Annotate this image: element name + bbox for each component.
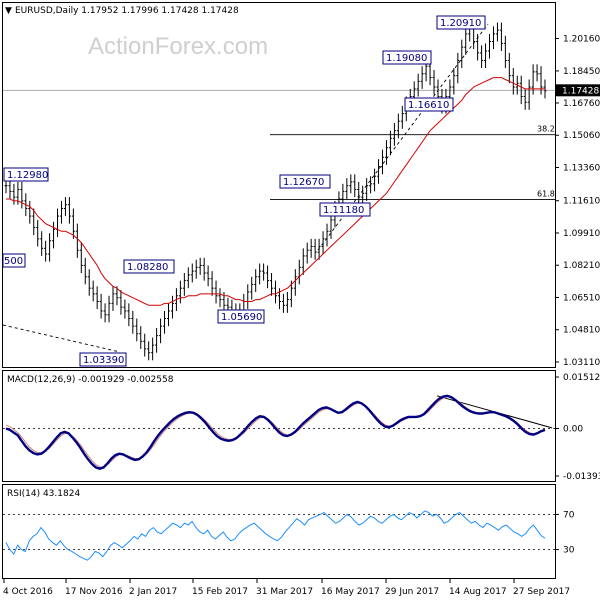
price-y-tick-label: 1.04810 [563, 326, 600, 336]
macd-title: MACD(12,26,9) -0.001929 -0.002558 [7, 375, 174, 385]
price-label-box [279, 174, 331, 189]
price-y-tick-label: 1.16760 [563, 99, 600, 109]
price-label-box [79, 352, 127, 367]
labels-layer: 4 Oct 2016 17 Nov 2016 2 Jan 2017 15 Feb 20… [2, 15, 570, 597]
price-label: 1.20910 [440, 18, 481, 29]
price-y-tick-label: 1.09910 [563, 229, 600, 239]
price-label-partial: 500 [4, 256, 23, 267]
x-tick-label: 31 Mar 2017 [256, 587, 313, 597]
price-label-box [123, 259, 175, 274]
price-label-box-partial [2, 253, 26, 268]
price-panel-frame [2, 2, 556, 368]
price-y-tick-label: 1.06510 [563, 293, 600, 303]
price-label-box [217, 309, 265, 324]
rsi-panel-frame [2, 484, 556, 579]
price-y-tick-label: 1.18450 [563, 67, 600, 77]
current-price-tag-label: 1.17428 [562, 86, 599, 96]
rsi-title: RSI(14) 43.1824 [7, 489, 80, 499]
current-price-tag [556, 84, 600, 97]
price-label-box [319, 202, 371, 217]
price-y-tick-label: 1.15060 [563, 131, 600, 141]
price-label-box [404, 97, 454, 112]
price-label: 1.12670 [283, 177, 324, 188]
x-tick-label: 16 May 2017 [321, 587, 380, 597]
fib-label: 61.8 [537, 190, 555, 199]
moving-average-line [6, 77, 545, 306]
price-label: 1.08280 [127, 262, 168, 273]
x-tick-label: 29 Jun 2017 [385, 587, 439, 597]
watermark: ActionForex.com [88, 33, 268, 60]
rsi-line [5, 510, 546, 561]
price-label-box [3, 167, 49, 182]
macd-y-tick-label: 0.01512 [563, 373, 600, 383]
macd-line [5, 394, 546, 470]
price-label-box [436, 15, 486, 30]
price-label: 1.03390 [83, 355, 124, 366]
x-tick-label: 27 Sep 2017 [513, 587, 570, 597]
price-label: 1.11180 [323, 205, 364, 216]
price-y-tick-label: 1.20160 [563, 34, 600, 44]
price-label-box [382, 50, 432, 65]
price-y-tick-label: 1.11610 [563, 197, 600, 207]
x-tick-label: 14 Aug 2017 [449, 587, 507, 597]
header-text: EURUSD,Daily 1.17952 1.17996 1.17428 1.1… [15, 6, 239, 16]
macd-layer: 0.01512 0.00 -0.013938 [3, 373, 600, 482]
x-tick-label: 17 Nov 2016 [65, 587, 123, 597]
rsi-layer: 70 30 [3, 510, 575, 561]
macd-y-tick-label: -0.013938 [563, 472, 600, 482]
x-tick-label: 4 Oct 2016 [3, 587, 53, 597]
x-tick-label: 15 Feb 2017 [192, 587, 248, 597]
rsi-y-tick-label: 70 [563, 510, 575, 520]
x-tick-label: 2 Jan 2017 [129, 587, 177, 597]
price-layer: 1.20160 1.18450 1.16760 1.15060 1.13360 1.116… [2, 16, 600, 368]
rsi-y-tick-label: 30 [563, 546, 575, 556]
trend-line-lower [2, 324, 121, 353]
macd-y-tick-label: 0.00 [563, 425, 583, 435]
price-y-tick-label: 1.13360 [563, 163, 600, 173]
price-y-tick-label: 1.03110 [563, 358, 600, 368]
macd-panel-frame [2, 370, 556, 482]
price-label: 1.19080 [386, 53, 427, 64]
price-label: 1.12980 [7, 170, 48, 181]
header-triangle: ▼ [5, 6, 12, 16]
price-y-tick-label: 1.08210 [563, 261, 600, 271]
fib-label: 38.2 [537, 125, 555, 134]
trend-line-upper [317, 23, 489, 251]
price-label: 1.05690 [221, 312, 262, 323]
price-label: 1.16610 [408, 100, 449, 111]
